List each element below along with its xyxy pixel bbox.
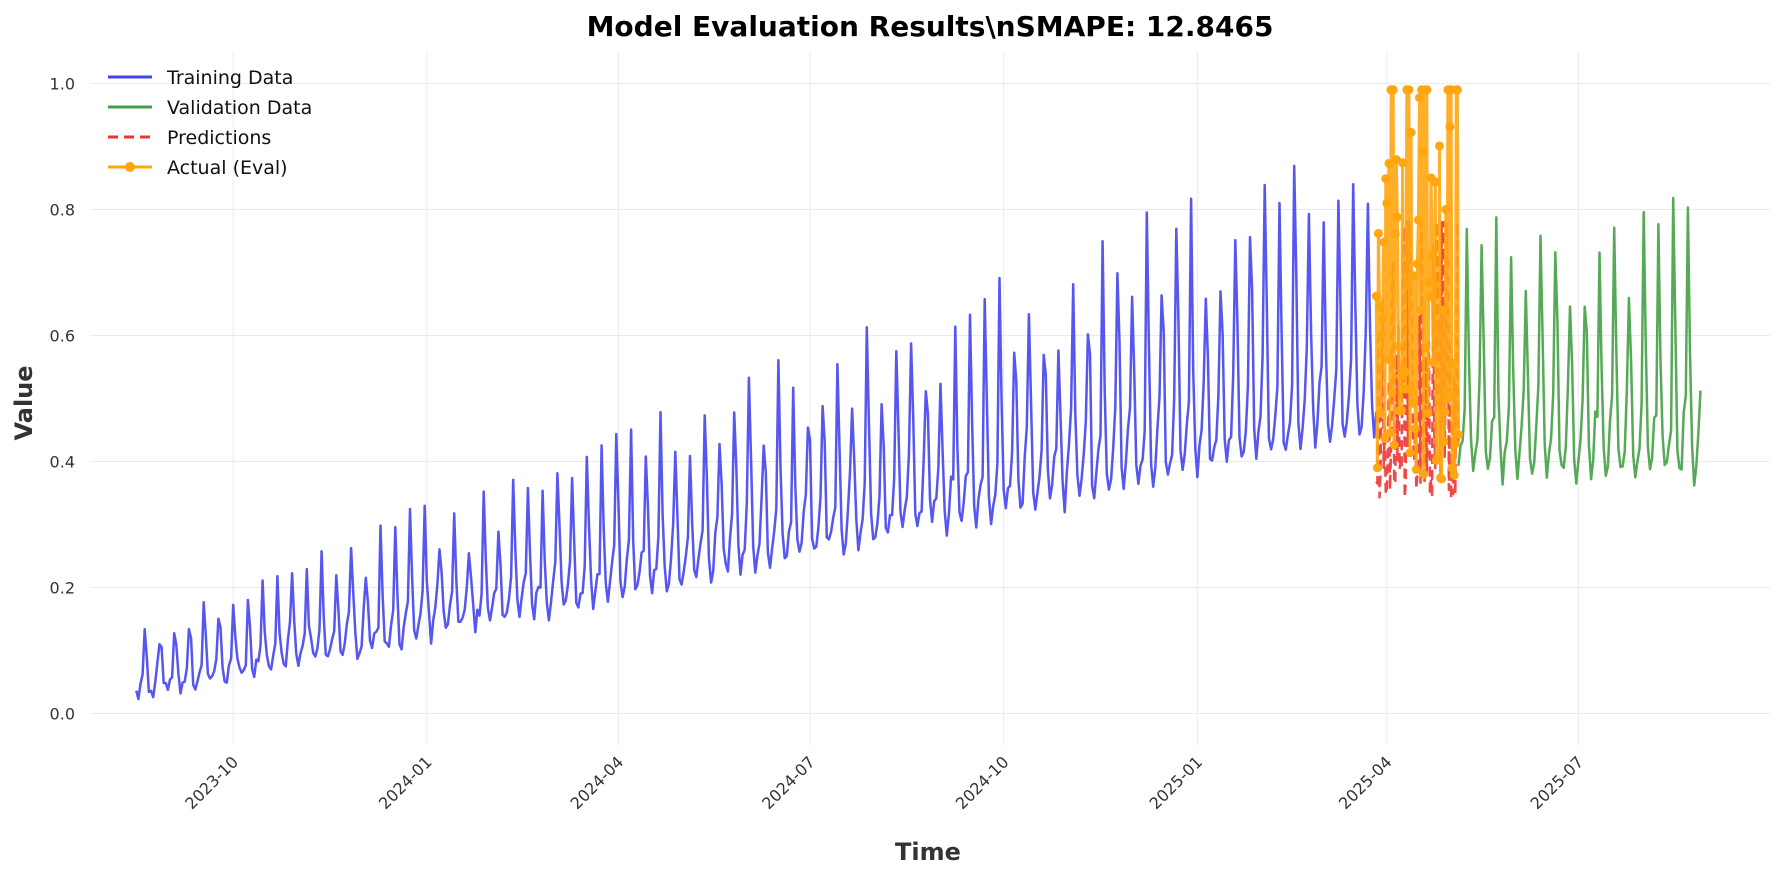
x-tick-label: 2023-10 (181, 752, 242, 813)
data-point (1433, 455, 1443, 465)
data-point (1432, 329, 1442, 339)
y-tick-label: 0.6 (50, 327, 75, 346)
y-tick-label: 0.2 (50, 579, 75, 598)
data-point (1388, 85, 1398, 95)
legend-entry: Validation Data (108, 97, 312, 119)
data-point (1373, 228, 1383, 238)
data-point (1413, 215, 1423, 225)
data-point (1376, 408, 1386, 418)
data-point (1412, 259, 1422, 269)
data-point (1408, 398, 1418, 408)
legend-label: Predictions (167, 127, 271, 149)
data-point (1390, 229, 1400, 239)
legend-entry: Actual (Eval) (108, 157, 288, 179)
y-tick-label: 1.0 (50, 75, 75, 94)
data-point (1404, 85, 1414, 95)
data-point (1448, 358, 1458, 368)
data-point (1371, 291, 1381, 301)
data-point (1452, 85, 1462, 95)
data-point (1384, 158, 1394, 168)
data-point (1438, 305, 1448, 315)
data-point (1410, 424, 1420, 434)
data-point (1422, 85, 1432, 95)
data-point (1440, 407, 1450, 417)
data-point (1406, 127, 1416, 137)
legend-entry: Predictions (108, 127, 271, 149)
legend-label: Actual (Eval) (167, 157, 288, 179)
x-tick-label: 2025-04 (1335, 752, 1396, 813)
data-point (1449, 470, 1459, 480)
data-point (1450, 439, 1460, 449)
series-line-training-data (135, 164, 1378, 701)
data-point (1416, 305, 1426, 315)
legend: Training Data Validation Data Predictions A… (108, 67, 312, 179)
legend-label: Training Data (166, 67, 293, 89)
series-layer (135, 85, 1702, 701)
data-point (1382, 198, 1392, 208)
data-point (1378, 313, 1388, 323)
legend-marker (125, 162, 135, 172)
y-axis-label: Value (10, 365, 38, 440)
series-line-predictions (1375, 220, 1460, 501)
chart-title: Model Evaluation Results\nSMAPE: 12.8465 (587, 10, 1274, 43)
x-axis-label: Time (895, 838, 961, 866)
data-point (1374, 302, 1384, 312)
data-point (1393, 342, 1403, 352)
data-point (1379, 237, 1389, 247)
x-tick-label: 2024-07 (758, 752, 819, 813)
x-tick-label: 2025-01 (1145, 752, 1206, 813)
data-point (1407, 387, 1417, 397)
data-point (1425, 292, 1435, 302)
data-point (1392, 212, 1402, 222)
data-point (1409, 271, 1419, 281)
data-point (1398, 158, 1408, 168)
x-tick-labels: 2023-10 2024-01 2024-04 2024-07 2024-10 2025-… (181, 752, 1587, 813)
data-point (1418, 147, 1428, 157)
data-point (1447, 463, 1457, 473)
legend-label: Validation Data (167, 97, 312, 119)
data-point (1372, 463, 1382, 473)
grid (90, 52, 1770, 745)
data-point (1430, 177, 1440, 187)
y-tick-label: 0.8 (50, 201, 75, 220)
data-point (1445, 122, 1455, 132)
data-point (1411, 465, 1421, 475)
data-point (1403, 280, 1413, 290)
data-point (1419, 469, 1429, 479)
x-tick-label: 2025-07 (1527, 752, 1588, 813)
legend-entry: Training Data (108, 67, 293, 89)
data-point (1387, 388, 1397, 398)
data-point (1453, 430, 1463, 440)
data-point (1428, 357, 1438, 367)
data-point (1383, 354, 1393, 364)
data-point (1414, 93, 1424, 103)
x-tick-label: 2024-04 (567, 752, 628, 813)
data-point (1439, 437, 1449, 447)
y-tick-labels: 0.0 0.2 0.4 0.6 0.8 1.0 (50, 75, 75, 724)
y-tick-label: 0.4 (50, 453, 75, 472)
data-point (1389, 440, 1399, 450)
data-point (1405, 448, 1415, 458)
data-point (1377, 330, 1387, 340)
data-point (1444, 390, 1454, 400)
data-point (1427, 250, 1437, 260)
data-point (1437, 474, 1447, 484)
data-point (1381, 174, 1391, 184)
data-point (1434, 141, 1444, 151)
series-line-validation-data (1457, 196, 1702, 487)
data-point (1421, 343, 1431, 353)
data-point (1423, 408, 1433, 418)
data-point (1429, 280, 1439, 290)
x-tick-label: 2024-01 (375, 752, 436, 813)
x-tick-label: 2024-10 (952, 752, 1013, 813)
data-point (1441, 204, 1451, 214)
data-point (1397, 405, 1407, 415)
data-point (1400, 368, 1410, 378)
y-tick-label: 0.0 (50, 705, 75, 724)
data-point (1385, 428, 1395, 438)
